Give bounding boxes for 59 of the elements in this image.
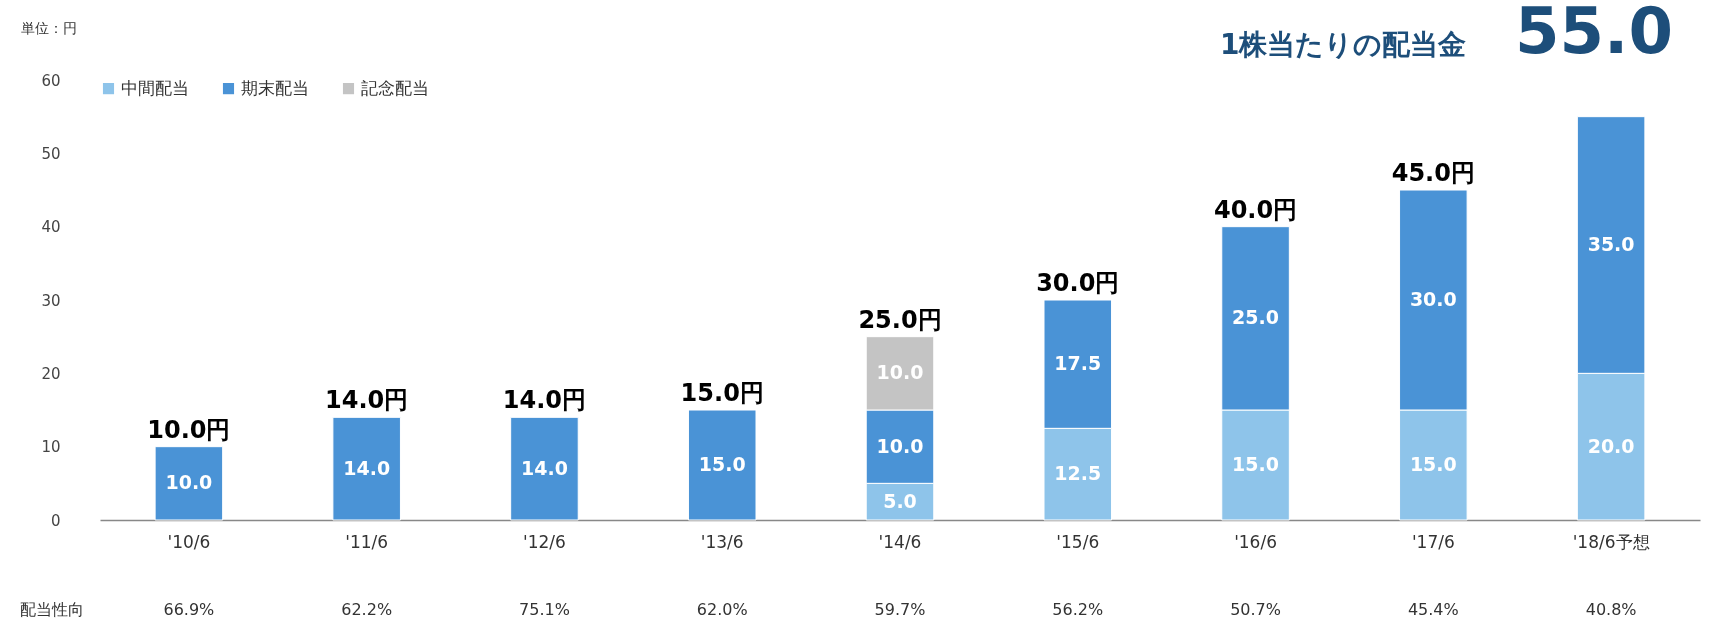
data-label: 10.0: [876, 361, 924, 384]
total-label: 15.0円: [680, 379, 764, 407]
data-label: 14.0: [343, 456, 391, 479]
total-label: 14.0円: [325, 386, 409, 415]
total-label: 10.0円: [147, 415, 231, 444]
legend-label: 期末配当: [241, 77, 309, 98]
x-tick-label: '17/6: [1411, 531, 1455, 552]
y-tick-label: 50: [41, 144, 61, 163]
x-tick-label: '10/6: [167, 531, 211, 552]
data-label: 5.0: [883, 489, 917, 512]
data-label: 10.0: [165, 471, 213, 494]
text: 75.1%: [519, 600, 570, 619]
data-label: 15.0: [1409, 453, 1457, 475]
text: 配当性向: [20, 600, 84, 619]
text: 59.7%: [874, 600, 926, 619]
data-label: 10.0: [876, 434, 924, 457]
x-tick-label: '18/6予想: [1572, 531, 1650, 552]
y-tick-label: 40: [41, 218, 61, 237]
legend-label: 中間配当: [121, 77, 189, 98]
data-label: 15.0: [1232, 453, 1279, 475]
data-label: 25.0: [1232, 306, 1279, 329]
total-label: 14.0円: [502, 386, 587, 415]
text: 62.2%: [341, 600, 393, 619]
text: 66.9%: [163, 600, 215, 619]
text: 55.0: [1515, 0, 1673, 68]
text: 62.0%: [696, 600, 748, 619]
total-label: 45.0円: [1391, 159, 1475, 187]
data-label: 17.5: [1054, 352, 1102, 375]
y-tick-label: 0: [50, 511, 61, 530]
x-tick-label: '13/6: [700, 531, 744, 552]
total-label: 25.0円: [858, 305, 942, 334]
x-tick-label: '16/6: [1234, 531, 1277, 552]
bar: [332, 416, 401, 521]
text: 50.7%: [1230, 600, 1281, 619]
y-tick-label: 20: [41, 364, 61, 383]
data-label: 30.0: [1409, 288, 1457, 310]
bar: [154, 446, 224, 521]
legend-label: 記念配当: [361, 77, 429, 98]
text: 40.8%: [1585, 600, 1637, 619]
data-label: 15.0: [698, 453, 746, 475]
x-tick-label: '15/6: [1056, 531, 1100, 552]
y-tick-label: 30: [41, 291, 61, 310]
data-label: 35.0: [1587, 233, 1635, 255]
text: 56.2%: [1052, 600, 1104, 619]
total-label: 30.0円: [1036, 269, 1120, 297]
bar: [687, 409, 757, 521]
data-label: 20.0: [1587, 434, 1635, 457]
bar: [510, 416, 579, 521]
y-axis-title: 単位：円: [20, 19, 77, 36]
y-tick-label: 60: [41, 71, 61, 90]
text: 45.4%: [1407, 600, 1459, 619]
total-label: 40.0円: [1213, 195, 1298, 224]
data-label: 14.0: [521, 456, 568, 479]
x-tick-label: '12/6: [523, 531, 566, 552]
text: 1株当たりの配当金: [1220, 28, 1467, 61]
x-tick-label: '11/6: [345, 531, 389, 552]
x-tick-label: '14/6: [878, 531, 922, 552]
data-label: 12.5: [1054, 462, 1102, 485]
y-tick-label: 10: [41, 438, 61, 457]
